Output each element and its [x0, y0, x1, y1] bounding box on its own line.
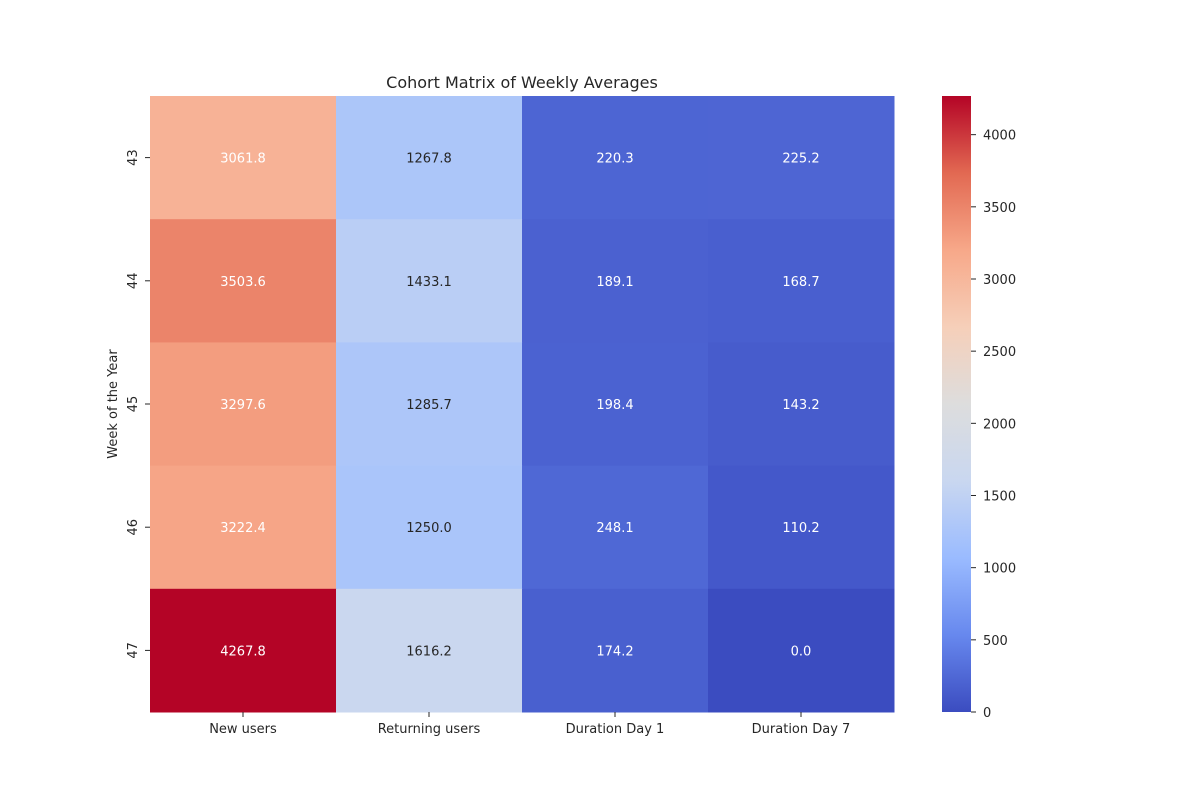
cell-value-label: 3222.4	[220, 521, 266, 536]
heatmap-cells: 3061.8 1267.8 220.3 225.2 3503.6 1433.1 189.1 1…	[150, 96, 895, 713]
y-tick-label: 46	[126, 519, 141, 536]
heatmap-cell	[150, 219, 337, 343]
colorbar-tick-label: 1500	[983, 489, 1016, 504]
heatmap-cell	[150, 342, 337, 467]
heatmap-cell	[336, 219, 523, 343]
x-tick-label: Duration Day 1	[566, 722, 665, 737]
cell-value-label: 1285.7	[406, 398, 452, 413]
heatmap-cell	[522, 96, 709, 220]
cell-value-label: 225.2	[782, 152, 819, 167]
heatmap-cell	[522, 342, 709, 467]
colorbar-tick-label: 2500	[983, 345, 1016, 360]
colorbar-ticks: 0 500 1000 1500 2000 2500 3000 3500 4000	[971, 129, 1016, 721]
colorbar-tick-label: 0	[983, 706, 991, 721]
heatmap-cell	[150, 588, 337, 713]
cell-value-label: 0.0	[791, 644, 812, 659]
x-tick-label: New users	[209, 722, 277, 737]
cell-value-label: 198.4	[596, 398, 633, 413]
cell-value-label: 1433.1	[406, 275, 452, 290]
colorbar-tick-label: 3500	[983, 201, 1016, 216]
heatmap-cell	[336, 588, 523, 713]
cell-value-label: 189.1	[596, 275, 633, 290]
colorbar-tick-label: 500	[983, 634, 1008, 649]
x-axis: New users Returning users Duration Day 1 Du…	[209, 712, 850, 737]
cell-value-label: 1267.8	[406, 152, 452, 167]
heatmap-cell	[708, 219, 895, 343]
cell-value-label: 220.3	[596, 152, 633, 167]
heatmap-cell	[336, 465, 523, 590]
cell-value-label: 3297.6	[220, 398, 266, 413]
y-tick-label: 45	[126, 396, 141, 413]
heatmap-cell	[336, 342, 523, 467]
x-tick-label: Returning users	[378, 722, 481, 737]
cell-value-label: 174.2	[596, 644, 633, 659]
cell-value-label: 143.2	[782, 398, 819, 413]
cell-value-label: 168.7	[782, 275, 819, 290]
y-tick-label: 47	[126, 642, 141, 659]
colorbar-tick-label: 1000	[983, 562, 1016, 577]
colorbar-tick-label: 2000	[983, 417, 1016, 432]
heatmap-cell	[150, 96, 337, 220]
y-tick-label: 44	[126, 273, 141, 290]
cell-value-label: 248.1	[596, 521, 633, 536]
cell-value-label: 110.2	[782, 521, 819, 536]
cell-value-label: 1250.0	[406, 521, 452, 536]
heatmap-cell	[522, 465, 709, 590]
heatmap-cell	[522, 588, 709, 713]
heatmap-cell	[150, 465, 337, 590]
colorbar-tick-label: 3000	[983, 273, 1016, 288]
y-tick-label: 43	[126, 149, 141, 166]
cell-value-label: 3503.6	[220, 275, 266, 290]
heatmap-cell	[336, 96, 523, 220]
heatmap-cell	[708, 96, 895, 220]
colorbar	[942, 96, 971, 712]
y-axis-title: Week of the Year	[106, 349, 121, 459]
chart-title: Cohort Matrix of Weekly Averages	[386, 73, 658, 92]
heatmap-cell	[708, 465, 895, 590]
x-tick-label: Duration Day 7	[752, 722, 851, 737]
colorbar-tick-label: 4000	[983, 129, 1016, 144]
heatmap-cell	[708, 588, 895, 713]
y-axis: 43 44 45 46 47	[126, 149, 150, 659]
cell-value-label: 4267.8	[220, 644, 266, 659]
cell-value-label: 1616.2	[406, 644, 452, 659]
heatmap-cell	[708, 342, 895, 467]
heatmap-cell	[522, 219, 709, 343]
cell-value-label: 3061.8	[220, 152, 266, 167]
